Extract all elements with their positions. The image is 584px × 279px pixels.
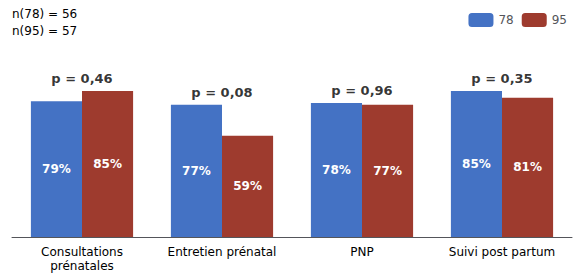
svg-text:Consultations: Consultations xyxy=(41,245,123,259)
svg-text:p = 0,08: p = 0,08 xyxy=(191,85,252,100)
svg-text:prénatales: prénatales xyxy=(50,259,114,273)
svg-text:59%: 59% xyxy=(233,179,262,193)
svg-text:85%: 85% xyxy=(93,157,122,171)
svg-text:p = 0,35: p = 0,35 xyxy=(471,71,532,86)
svg-text:78%: 78% xyxy=(322,163,351,177)
svg-text:85%: 85% xyxy=(462,157,491,171)
svg-text:PNP: PNP xyxy=(350,245,373,259)
svg-text:p = 0,96: p = 0,96 xyxy=(331,83,392,98)
svg-text:81%: 81% xyxy=(513,160,542,174)
svg-text:77%: 77% xyxy=(373,164,402,178)
svg-text:n(95) = 57: n(95) = 57 xyxy=(12,24,77,38)
svg-text:Entretien prénatal: Entretien prénatal xyxy=(168,245,277,259)
svg-text:Suivi post partum: Suivi post partum xyxy=(449,245,555,259)
svg-text:77%: 77% xyxy=(182,164,211,178)
svg-text:n(78) = 56: n(78) = 56 xyxy=(12,7,77,21)
svg-text:79%: 79% xyxy=(42,162,71,176)
svg-text:95: 95 xyxy=(552,13,567,27)
svg-text:p = 0,46: p = 0,46 xyxy=(51,71,112,86)
svg-text:78: 78 xyxy=(498,13,513,27)
